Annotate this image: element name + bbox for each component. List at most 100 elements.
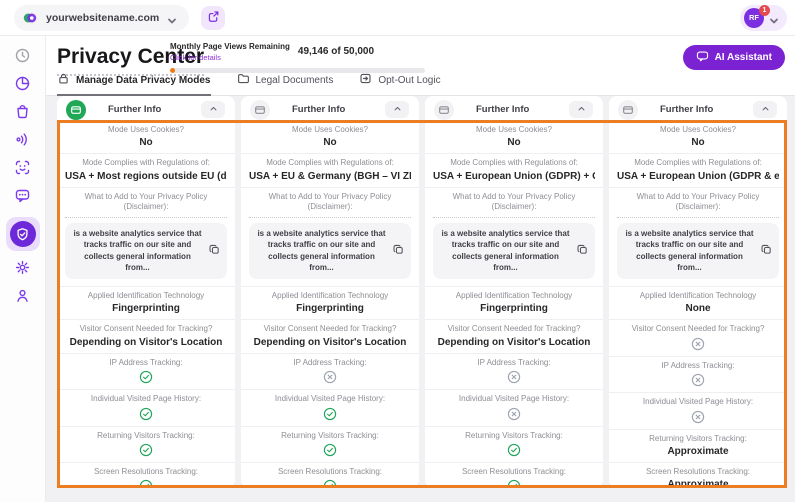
info-row: Screen Resolutions Tracking: <box>241 461 419 486</box>
info-row: Screen Resolutions Tracking: <box>57 461 235 486</box>
sidebar-item-history[interactable] <box>8 46 38 70</box>
info-row: IP Address Tracking: <box>609 355 787 392</box>
info-row: What to Add to Your Privacy Policy (Disc… <box>425 186 603 286</box>
copy-button[interactable] <box>758 241 775 261</box>
info-row: Returning Visitors Tracking: <box>425 425 603 462</box>
copy-icon <box>760 244 773 259</box>
row-label: Visitor Consent Needed for Tracking? <box>447 324 581 334</box>
row-label: IP Address Tracking: <box>661 360 735 370</box>
tab-manage-data-privacy-modes[interactable]: Manage Data Privacy Modes <box>57 73 211 96</box>
usage-details-link[interactable]: Click for details <box>170 53 221 62</box>
policy-disclaimer-text: is a website analytics service that trac… <box>257 228 386 273</box>
column-header[interactable]: Further Info <box>241 96 419 121</box>
info-row: Screen Resolutions Tracking: <box>425 461 603 486</box>
user-menu[interactable]: RF 1 <box>740 4 787 31</box>
row-value: Fingerprinting <box>480 303 548 315</box>
further-info-column: Further Info Mode Uses Cookies? No Mode Com… <box>57 96 235 486</box>
sidebar-item-privacy[interactable] <box>5 217 40 251</box>
sidebar-item-voice[interactable] <box>8 130 38 154</box>
user-pin-icon <box>14 287 31 309</box>
info-row: IP Address Tracking: <box>425 352 603 389</box>
check-circle-icon <box>65 443 227 457</box>
chevron-up-icon <box>576 102 587 117</box>
collapse-button[interactable] <box>569 101 593 118</box>
row-label: Individual Visited Page History: <box>642 397 754 407</box>
info-row: What to Add to Your Privacy Policy (Disc… <box>57 186 235 286</box>
privacy-mode-icon <box>66 99 86 120</box>
row-value: No <box>507 137 521 149</box>
info-row: Applied Identification Technology Fingerp… <box>425 285 603 319</box>
info-row: Mode Uses Cookies? No <box>425 121 603 153</box>
external-link-icon <box>207 10 220 26</box>
check-circle-icon <box>249 443 411 457</box>
main-area: Privacy Center Monthly Page Views Remain… <box>46 36 795 502</box>
further-info-column: Further Info Mode Uses Cookies? No Mode Com… <box>609 96 787 486</box>
privacy-modes-content: Further Info Mode Uses Cookies? No Mode Com… <box>46 96 795 502</box>
copy-button[interactable] <box>390 241 407 261</box>
column-title: Further Info <box>660 104 714 115</box>
row-label: Mode Complies with Regulations of: <box>450 158 578 168</box>
info-row: Visitor Consent Needed for Tracking? Depe… <box>425 319 603 352</box>
row-value: No <box>691 137 705 149</box>
policy-disclaimer-text: is a website analytics service that trac… <box>625 228 754 273</box>
tab-opt-out-logic[interactable]: Opt-Out Logic <box>359 73 441 96</box>
collapse-button[interactable] <box>385 101 409 118</box>
row-label: Individual Visited Page History: <box>458 394 570 404</box>
info-row: Mode Uses Cookies? No <box>609 121 787 153</box>
chevron-down-icon <box>167 13 177 23</box>
info-row: Screen Resolutions Tracking: Approximate <box>609 461 787 486</box>
row-label: IP Address Tracking: <box>293 357 367 367</box>
row-label: Mode Uses Cookies? <box>659 125 737 134</box>
chat-bubble-icon <box>14 187 31 209</box>
policy-disclaimer-text: is a website analytics service that trac… <box>441 228 570 273</box>
check-circle-icon <box>433 443 595 457</box>
info-row: Individual Visited Page History: <box>609 392 787 428</box>
policy-disclaimer-box: is a website analytics service that trac… <box>65 222 227 279</box>
shield-check-icon <box>9 221 36 247</box>
row-value: Fingerprinting <box>112 303 180 315</box>
usage-label: Monthly Page Views Remaining <box>170 42 290 51</box>
x-circle-icon <box>433 370 595 384</box>
copy-button[interactable] <box>206 241 223 261</box>
row-label: What to Add to Your Privacy Policy (Disc… <box>249 192 411 218</box>
info-row: Mode Complies with Regulations of: USA + … <box>57 153 235 186</box>
privacy-mode-icon <box>250 99 270 120</box>
tab-legal-documents[interactable]: Legal Documents <box>237 74 333 96</box>
chevron-up-icon <box>760 102 771 117</box>
avatar-initials: RF <box>749 13 759 22</box>
open-site-button[interactable] <box>201 5 226 30</box>
column-header[interactable]: Further Info <box>57 96 235 121</box>
info-row: Returning Visitors Tracking: <box>241 425 419 462</box>
info-row: Visitor Consent Needed for Tracking? Depe… <box>241 319 419 352</box>
sidebar-item-chat[interactable] <box>8 186 38 210</box>
check-circle-icon <box>65 407 227 421</box>
info-row: Mode Uses Cookies? No <box>57 121 235 153</box>
column-header[interactable]: Further Info <box>609 96 787 121</box>
sidebar-item-visitors[interactable] <box>8 286 38 310</box>
policy-disclaimer-text: is a website analytics service that trac… <box>73 228 202 273</box>
row-value: No <box>323 137 337 149</box>
topbar: yourwebsitename.com RF 1 <box>0 0 795 36</box>
info-row: Individual Visited Page History: <box>241 389 419 425</box>
site-selector[interactable]: yourwebsitename.com <box>14 4 190 31</box>
sidebar-item-settings[interactable] <box>8 258 38 282</box>
collapse-button[interactable] <box>753 101 777 118</box>
row-label: Applied Identification Technology <box>87 290 205 300</box>
collapse-button[interactable] <box>201 101 225 118</box>
sidebar-item-face-scan[interactable] <box>8 158 38 182</box>
ai-assistant-button[interactable]: AI Assistant <box>682 45 785 70</box>
sidebar-item-products[interactable] <box>8 102 38 126</box>
row-label: Individual Visited Page History: <box>274 394 386 404</box>
info-row: IP Address Tracking: <box>57 352 235 389</box>
info-row: Visitor Consent Needed for Tracking? <box>609 319 787 355</box>
tab-label: Opt-Out Logic <box>378 74 441 86</box>
column-header[interactable]: Further Info <box>425 96 603 121</box>
x-circle-icon <box>617 410 779 424</box>
privacy-mode-icon <box>434 99 454 120</box>
further-info-columns: Further Info Mode Uses Cookies? No Mode Com… <box>57 96 787 486</box>
sidebar-item-analytics[interactable] <box>8 74 38 98</box>
copy-button[interactable] <box>574 241 591 261</box>
check-circle-icon <box>65 479 227 486</box>
privacy-mode-icon <box>618 99 638 120</box>
voice-wave-icon <box>14 131 31 153</box>
